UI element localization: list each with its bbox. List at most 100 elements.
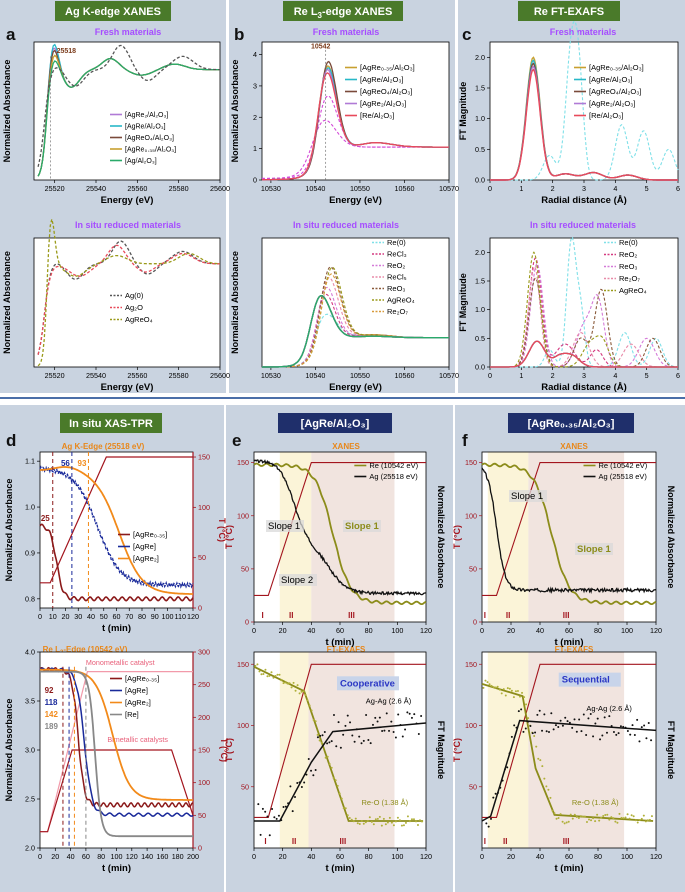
marker-label: 56: [61, 459, 70, 468]
legend-label: [Ag/Al₂O₃]: [125, 158, 157, 165]
agag-point: [494, 792, 497, 795]
agag-point: [420, 714, 423, 717]
reo-point: [310, 709, 313, 712]
reo-point: [366, 819, 369, 822]
legend-label: Re₂O₇: [387, 307, 408, 316]
panel-letter-e: e: [232, 431, 241, 450]
x-tick-label: 60: [336, 626, 344, 635]
reo-point: [350, 818, 353, 821]
reo-point: [594, 820, 597, 823]
y-axis-label: FT Magnitude: [458, 273, 468, 332]
x-axis-label: Radial distance (Å): [541, 382, 627, 393]
reo-point: [282, 682, 285, 685]
agag-point: [351, 734, 354, 737]
reo-point: [506, 687, 509, 690]
agag-point: [371, 723, 374, 726]
agag-point: [259, 833, 262, 836]
agag-point: [316, 736, 319, 739]
agag-point: [332, 714, 335, 717]
agag-point: [300, 786, 303, 789]
header-d: In situ XAS-TPR: [69, 418, 153, 430]
reo-point: [598, 819, 601, 822]
agag-point: [615, 733, 618, 736]
agag-point: [592, 735, 595, 738]
reo-label: Re-O (1.38 Å): [572, 798, 619, 807]
stage-label: I: [484, 611, 486, 620]
peak-label: 10542: [311, 43, 331, 50]
agag-point: [323, 730, 326, 733]
agag-point: [415, 722, 418, 725]
agag-point: [404, 728, 407, 731]
legend-label: Ag₂O: [125, 303, 143, 312]
agag-point: [619, 725, 622, 728]
reo-point: [634, 819, 637, 822]
reo-point: [344, 807, 347, 810]
legend-label: Re₂O₇: [619, 274, 640, 283]
x-tick-label: 40: [536, 626, 544, 635]
reo-point: [596, 813, 599, 816]
reo-point: [286, 682, 289, 685]
reo-point: [626, 813, 629, 816]
reo-point: [500, 692, 503, 695]
reo-point: [482, 686, 485, 689]
reo-point: [561, 820, 564, 823]
y-axis-label: Normalized Absorbance: [2, 60, 12, 163]
y-tick-label: 0.5: [475, 334, 485, 343]
reo-point: [334, 779, 337, 782]
reo-point: [270, 671, 273, 674]
series-line: [481, 462, 657, 606]
reo-point: [326, 755, 329, 758]
chart-d-top: 0 10 20 30 40 50 60 70 80 90 100 110 1200.80.91.01.1…: [4, 451, 227, 634]
agag-label: Ag-Ag (2.6 Å): [366, 696, 412, 705]
subtitle-c-fresh: Fresh materials: [550, 27, 617, 37]
slope-label-bg: [279, 574, 317, 586]
legend-label: Ag (25518 eV): [599, 472, 648, 481]
series-line: [39, 465, 194, 589]
y-tick-label: 2.0: [475, 248, 485, 257]
reo-point: [573, 813, 576, 816]
agag-point: [508, 752, 511, 755]
agag-point: [413, 713, 416, 716]
reo-point: [314, 720, 317, 723]
y-axis-label: Normalized Absorbance: [4, 699, 14, 802]
y-tick-label: 150: [237, 458, 249, 467]
chart-a-top: 25520 25540 25560 25580 25600 Energy (eV) Norm…: [2, 41, 230, 206]
chart-b-bottom: 10530 10540 10550 10560 10570 Energy (eV) Norm…: [230, 237, 459, 393]
agag-point: [335, 745, 338, 748]
agag-point: [638, 740, 641, 743]
plot-frame: [489, 41, 679, 181]
reo-point: [559, 813, 562, 816]
header-b-sub: 3: [318, 11, 323, 20]
reo-point: [264, 668, 267, 671]
reo-point: [602, 814, 605, 817]
series-line: [37, 244, 220, 355]
agag-point: [608, 715, 611, 718]
x-tick-label: 50: [100, 612, 108, 621]
x-tick-label: 25540: [86, 371, 106, 380]
y-tick-label: 150: [465, 458, 477, 467]
x-tick-label: 20: [62, 612, 70, 621]
x-tick-label: 60: [82, 852, 90, 861]
header-e-box: [278, 413, 392, 433]
y-axis-label: FT Magnitude: [458, 82, 468, 141]
x-axis-label: t (min): [554, 863, 583, 874]
reo-point: [320, 741, 323, 744]
y2-tick-label: 0: [198, 604, 202, 613]
legend-label: Re (10542 eV): [599, 461, 648, 470]
y-tick-label: 150: [465, 660, 477, 669]
y2-axis-label: Normalized Absorbance: [666, 486, 676, 589]
y-tick-label: 100: [237, 721, 249, 730]
stage-label: III: [563, 611, 570, 620]
legend-label: Re(0): [387, 238, 406, 247]
x-tick-label: 60: [113, 612, 121, 621]
reo-point: [567, 820, 570, 823]
reo-point: [618, 812, 621, 815]
reo-point: [547, 788, 550, 791]
agag-point: [503, 768, 506, 771]
agag-point: [257, 803, 260, 806]
reo-point: [510, 689, 513, 692]
agag-point: [640, 726, 643, 729]
agag-point: [312, 774, 315, 777]
agag-point: [612, 731, 615, 734]
